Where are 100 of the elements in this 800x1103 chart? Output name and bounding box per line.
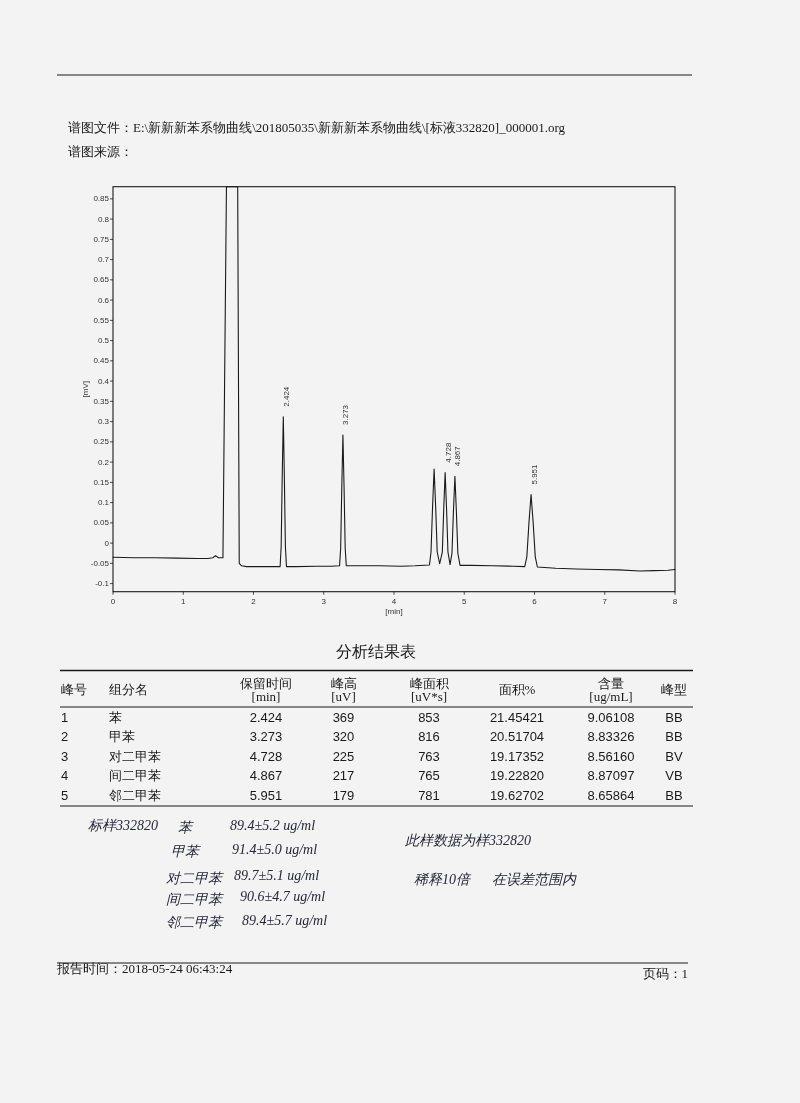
cell-label: 20.51704 (489, 729, 545, 744)
peak-label: 4.867 (453, 446, 463, 467)
cell-label: 19.22820 (489, 768, 545, 783)
cell-label: 8.65864 (587, 787, 635, 803)
x-tick-label: 3 (321, 596, 327, 606)
column-header: 保留时间 [min] (240, 675, 292, 703)
cell-label: 2.424 (249, 709, 283, 725)
x-tick-label: 6 (532, 596, 538, 606)
row-number: 1 (61, 709, 69, 725)
cell-label: 21.45421 (489, 709, 545, 725)
handwritten-note: 标样332820 (88, 818, 158, 833)
y-tick-label: 0.75 (93, 234, 110, 244)
x-tick-label: 4 (391, 596, 397, 606)
column-header: 峰面积 [uV*s] (409, 675, 449, 703)
handwritten-note: 苯 (178, 820, 192, 835)
handwritten-note: 邻二甲苯 (166, 915, 222, 930)
row-number: 5 (61, 787, 69, 803)
row-label: 间二甲苯 (109, 768, 161, 783)
y-tick-label: -0.1 (95, 579, 110, 589)
cell-label: 781 (418, 787, 440, 803)
cell-label: 8.56160 (587, 748, 635, 764)
y-tick-label: 0.2 (97, 457, 110, 467)
cell-label: 179 (332, 787, 355, 803)
row-label: 对二甲苯 (109, 748, 161, 764)
cell-label: BV (665, 748, 683, 764)
handwritten-note: 90.6±4.7 ug/ml (240, 889, 326, 904)
y-tick-label: 0.5 (97, 336, 110, 346)
handwritten-note: 甲苯 (171, 844, 199, 859)
peak-label: 5.951 (529, 464, 539, 485)
cell-label: 19.62702 (489, 787, 545, 803)
y-tick-label: 0.8 (97, 214, 110, 224)
y-tick-label: -0.05 (90, 558, 110, 568)
table-title: 分析结果表 (336, 643, 416, 660)
y-tick-label: 0.55 (93, 315, 110, 325)
row-number: 3 (61, 748, 69, 764)
column-header: 峰高 [uV] (330, 675, 357, 703)
handwritten-note: 91.4±5.0 ug/ml (232, 842, 318, 857)
row-label: 甲苯 (109, 729, 135, 744)
table-header: 组分名 (109, 681, 148, 697)
cell-label: 4.728 (249, 748, 283, 764)
y-axis-title: [mV] (80, 380, 90, 398)
footer: 页码：1 (642, 966, 688, 981)
row-number: 2 (61, 729, 69, 744)
y-tick-label: 0.6 (97, 295, 110, 305)
cell-label: 19.17352 (489, 748, 545, 764)
cell-label: BB (665, 709, 683, 725)
column-header: 面积% (498, 681, 536, 697)
y-tick-label: 0.25 (93, 437, 110, 447)
cell-label: 5.951 (249, 787, 283, 803)
cell-label: 4.867 (249, 768, 283, 783)
x-tick-label: 5 (462, 596, 468, 606)
handwritten-note: 89.4±5.7 ug/ml (242, 913, 328, 928)
cell-label: 816 (418, 729, 440, 744)
y-tick-label: 0.1 (97, 498, 110, 508)
x-tick-label: 2 (251, 596, 257, 606)
x-tick-label: 1 (181, 596, 187, 606)
cell-label: 225 (332, 748, 355, 764)
cell-label: BB (665, 787, 683, 803)
handwritten-note: 对二甲苯 (166, 871, 222, 886)
handwritten-note: 89.7±5.1 ug/ml (234, 868, 320, 883)
table-header: 峰号 (61, 681, 87, 697)
page-header: 谱图来源： (68, 144, 133, 159)
x-axis-title: [min] (385, 606, 403, 616)
y-tick-label: 0.15 (93, 477, 110, 487)
x-tick-label: 8 (672, 596, 678, 606)
cell-label: BB (665, 729, 683, 744)
y-tick-label: 0.85 (93, 194, 110, 204)
cell-label: 9.06108 (587, 709, 635, 725)
cell-label: VB (665, 768, 683, 783)
y-tick-label: 0.45 (93, 356, 110, 366)
peak-label: 4.728 (443, 442, 453, 463)
y-tick-label: 0.05 (93, 518, 110, 528)
cell-label: 8.87097 (587, 768, 635, 783)
handwritten-note: 在误差范围内 (492, 872, 576, 887)
page-header: 谱图文件：E:\新新新苯系物曲线\201805035\新新新苯系物曲线\[标液332820]_000001.org (68, 120, 565, 135)
y-tick-label: 0 (104, 538, 110, 548)
row-number: 4 (61, 768, 69, 783)
y-tick-label: 0.35 (93, 396, 110, 406)
row-label: 苯 (109, 709, 122, 725)
handwritten-note: 稀释10倍 (414, 872, 470, 887)
handwritten-note: 此样数据为样332820 (405, 833, 531, 848)
x-tick-label: 7 (602, 596, 608, 606)
cell-label: 853 (418, 709, 440, 725)
cell-label: 763 (418, 748, 440, 764)
y-tick-label: 0.3 (97, 417, 110, 427)
peak-label: 3.273 (341, 404, 351, 425)
y-tick-label: 0.7 (97, 255, 110, 265)
cell-label: 765 (418, 768, 440, 783)
column-header: 含量 [ug/mL] (589, 675, 633, 703)
cell-label: 8.83326 (587, 729, 635, 744)
handwritten-note: 间二甲苯 (166, 892, 222, 907)
cell-label: 369 (332, 709, 355, 725)
column-header: 峰型 (661, 681, 687, 697)
y-tick-label: 0.4 (97, 376, 110, 386)
cell-label: 217 (332, 768, 355, 783)
cell-label: 3.273 (249, 729, 283, 744)
row-label: 邻二甲苯 (109, 787, 161, 803)
footer: 报告时间：2018-05-24 06:43:24 (57, 961, 233, 976)
cell-label: 320 (332, 729, 355, 744)
handwritten-note: 89.4±5.2 ug/ml (230, 818, 316, 833)
